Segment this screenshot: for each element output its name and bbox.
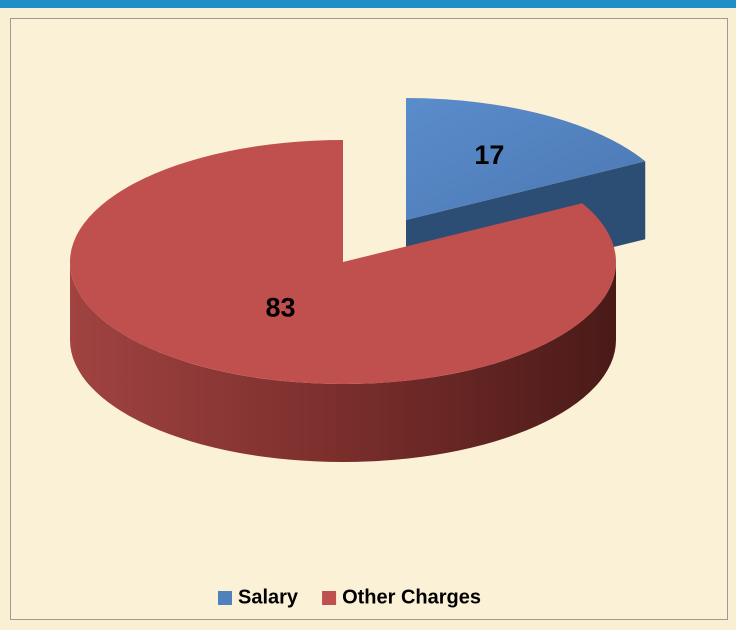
slice-top <box>406 98 646 220</box>
data-label: 17 <box>474 140 504 170</box>
legend-swatch <box>322 591 337 605</box>
top-band <box>0 0 736 8</box>
slice-top <box>70 140 617 384</box>
legend-label: Salary <box>238 586 299 608</box>
data-label: 83 <box>265 292 295 322</box>
slice-side <box>70 262 616 462</box>
legend: Salary Other Charges <box>218 586 481 608</box>
legend-label: Other Charges <box>342 586 481 608</box>
slice <box>70 140 617 462</box>
legend-swatch <box>218 591 232 605</box>
